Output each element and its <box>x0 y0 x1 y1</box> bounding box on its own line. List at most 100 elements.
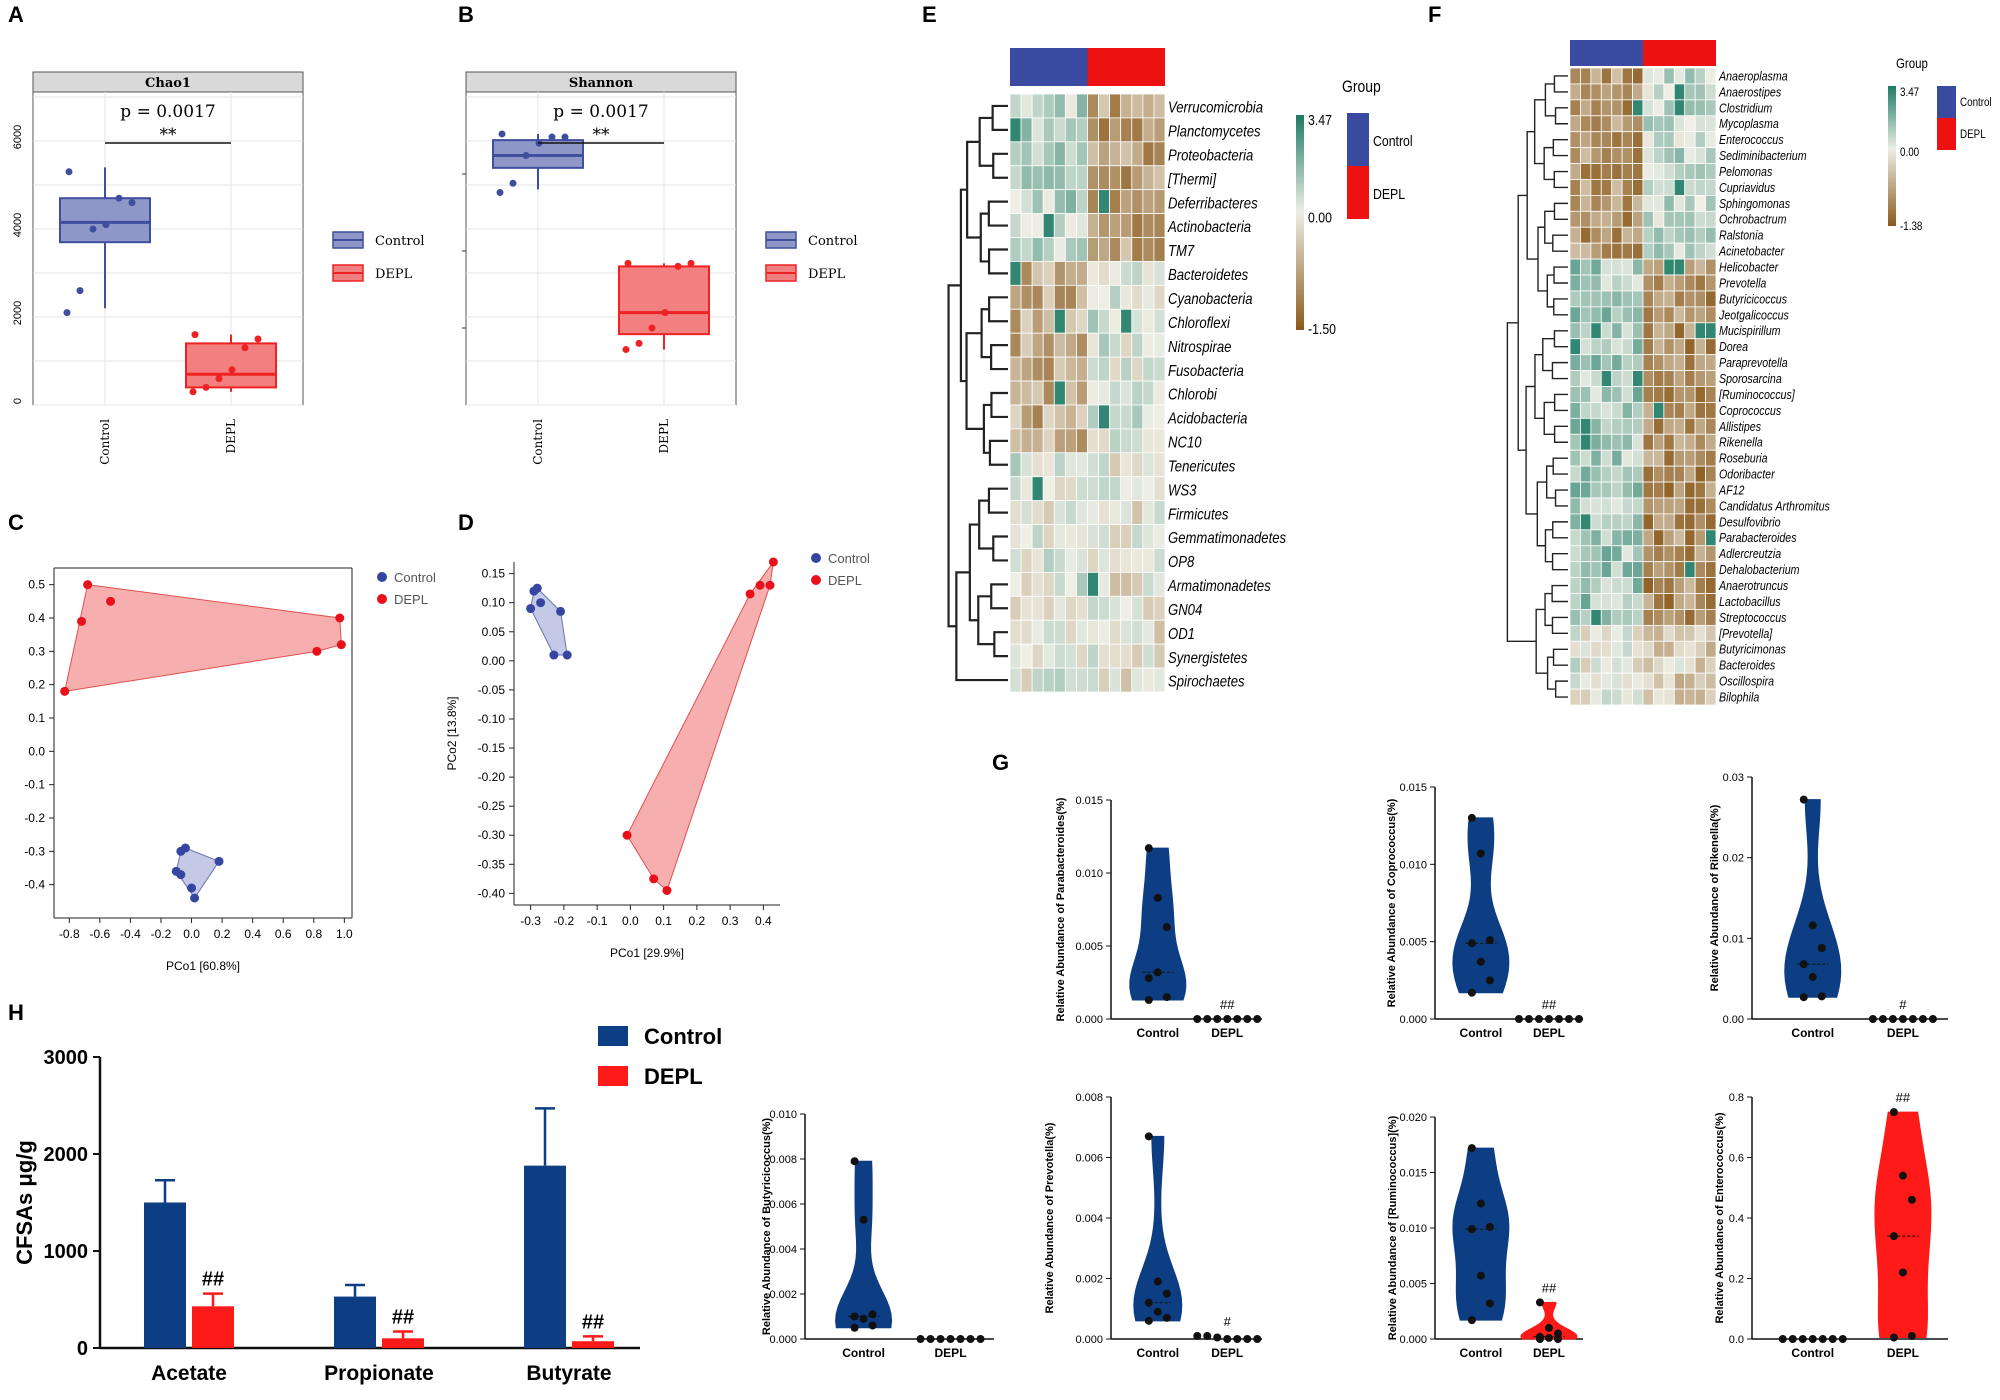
heat-cell <box>1673 561 1686 578</box>
dendrogram-branch <box>987 248 1008 275</box>
heat-cell <box>1600 433 1613 451</box>
heat-cell <box>1673 354 1686 371</box>
heat-cell <box>1042 308 1055 334</box>
heat-cell <box>1120 261 1133 286</box>
heat-cell <box>1109 332 1122 358</box>
heat-cell <box>1694 115 1706 133</box>
heat-cell <box>1611 147 1623 164</box>
heat-cell <box>1673 497 1686 515</box>
group-legend-label: Control <box>1373 133 1413 149</box>
heat-cell <box>1020 356 1033 382</box>
heat-cell <box>1600 481 1613 499</box>
heat-cell <box>1632 465 1644 483</box>
heat-cell <box>1020 165 1033 191</box>
heat-cell <box>1020 189 1033 214</box>
heat-cell <box>1684 417 1696 435</box>
panel-letter-h: H <box>8 1000 24 1025</box>
heat-cell <box>1663 624 1675 642</box>
heat-cell <box>1120 595 1133 621</box>
data-point <box>1898 1268 1907 1277</box>
heat-cell <box>1042 213 1055 238</box>
heat-cell <box>1580 258 1592 276</box>
heat-cell <box>1569 67 1581 85</box>
y-tick-label: 0.02 <box>1723 853 1744 865</box>
heat-cell <box>1632 609 1644 626</box>
heat-cell <box>1020 524 1033 549</box>
data-point <box>180 843 190 853</box>
heat-cell <box>1131 548 1144 573</box>
heat-cell <box>1098 284 1111 310</box>
heat-cell <box>1694 338 1706 356</box>
data-point <box>1554 1015 1563 1023</box>
heat-cell <box>1087 261 1099 286</box>
heat-cell <box>1694 226 1706 244</box>
heat-cell <box>1569 609 1581 626</box>
heat-cell <box>1705 163 1717 180</box>
heat-cell <box>1632 83 1644 101</box>
heat-cell <box>1590 147 1602 164</box>
row-label: Acinetobacter <box>1718 244 1785 259</box>
heat-cell <box>1031 452 1044 478</box>
heat-cell <box>1031 213 1044 238</box>
heat-cell <box>1694 386 1706 403</box>
heat-cell <box>1569 258 1581 276</box>
heat-cell <box>1009 524 1022 549</box>
heat-cell <box>1600 497 1613 515</box>
heat-cell <box>1621 242 1633 260</box>
heat-cell <box>1031 237 1044 262</box>
heat-cell <box>1142 356 1155 382</box>
heat-cell <box>1120 165 1133 191</box>
x-tick-label: Control <box>1791 1026 1834 1040</box>
heat-cell <box>1621 290 1633 308</box>
y-tick-label: 0.020 <box>1399 1112 1427 1124</box>
heat-cell <box>1098 404 1111 430</box>
heat-cell <box>1611 131 1623 149</box>
heat-cell <box>1705 179 1717 196</box>
heat-cell <box>1611 67 1623 85</box>
data-point <box>1485 936 1494 945</box>
heat-cell <box>1590 465 1602 483</box>
panel-letter-g: G <box>992 750 1009 775</box>
heat-cell <box>1590 529 1602 547</box>
x-axis-label: PCo1 [60.8%] <box>166 959 240 973</box>
heat-cell <box>1663 465 1675 483</box>
data-point <box>1153 968 1162 977</box>
heat-cell <box>1053 117 1066 143</box>
heat-cell <box>1042 619 1055 645</box>
x-tick-label: DEPL <box>1211 1346 1243 1360</box>
heat-cell <box>1031 117 1044 143</box>
heat-cell <box>1053 308 1066 334</box>
heat-cell <box>1694 322 1706 340</box>
heat-cell <box>1120 500 1133 525</box>
heat-cell <box>1109 524 1122 549</box>
heat-cell <box>1087 524 1099 549</box>
heat-cell <box>1663 529 1675 547</box>
dendrogram-branch <box>1546 274 1555 308</box>
y-tick-label: 0.6 <box>1729 1153 1744 1165</box>
heat-cell <box>1642 640 1654 658</box>
x-tick-label: -0.2 <box>554 914 575 928</box>
heat-cell <box>1131 619 1144 645</box>
heat-cell <box>1611 433 1623 451</box>
heat-cell <box>1684 67 1696 85</box>
heat-cell <box>1673 402 1686 419</box>
y-axis-label: Relative Abundance of Parabacteroides(%) <box>1055 797 1067 1021</box>
data-point <box>312 646 322 656</box>
heat-cell <box>1142 667 1155 693</box>
heat-cell <box>1064 524 1077 549</box>
heat-cell <box>1009 428 1022 454</box>
legend-label: DEPL <box>375 267 413 282</box>
heat-cell <box>1009 595 1022 621</box>
heat-cell <box>1569 306 1581 324</box>
data-point <box>1907 1195 1916 1204</box>
data-point <box>1253 1335 1262 1343</box>
row-label: Anaeroplasma <box>1718 68 1788 83</box>
heat-cell <box>1642 449 1654 467</box>
heat-cell <box>1031 476 1044 502</box>
heat-cell <box>1705 386 1717 403</box>
heat-cell <box>1621 163 1633 180</box>
y-tick-label: -0.30 <box>478 828 506 842</box>
heat-cell <box>1611 417 1623 435</box>
heat-cell <box>1653 513 1665 531</box>
heat-cell <box>1087 165 1099 191</box>
